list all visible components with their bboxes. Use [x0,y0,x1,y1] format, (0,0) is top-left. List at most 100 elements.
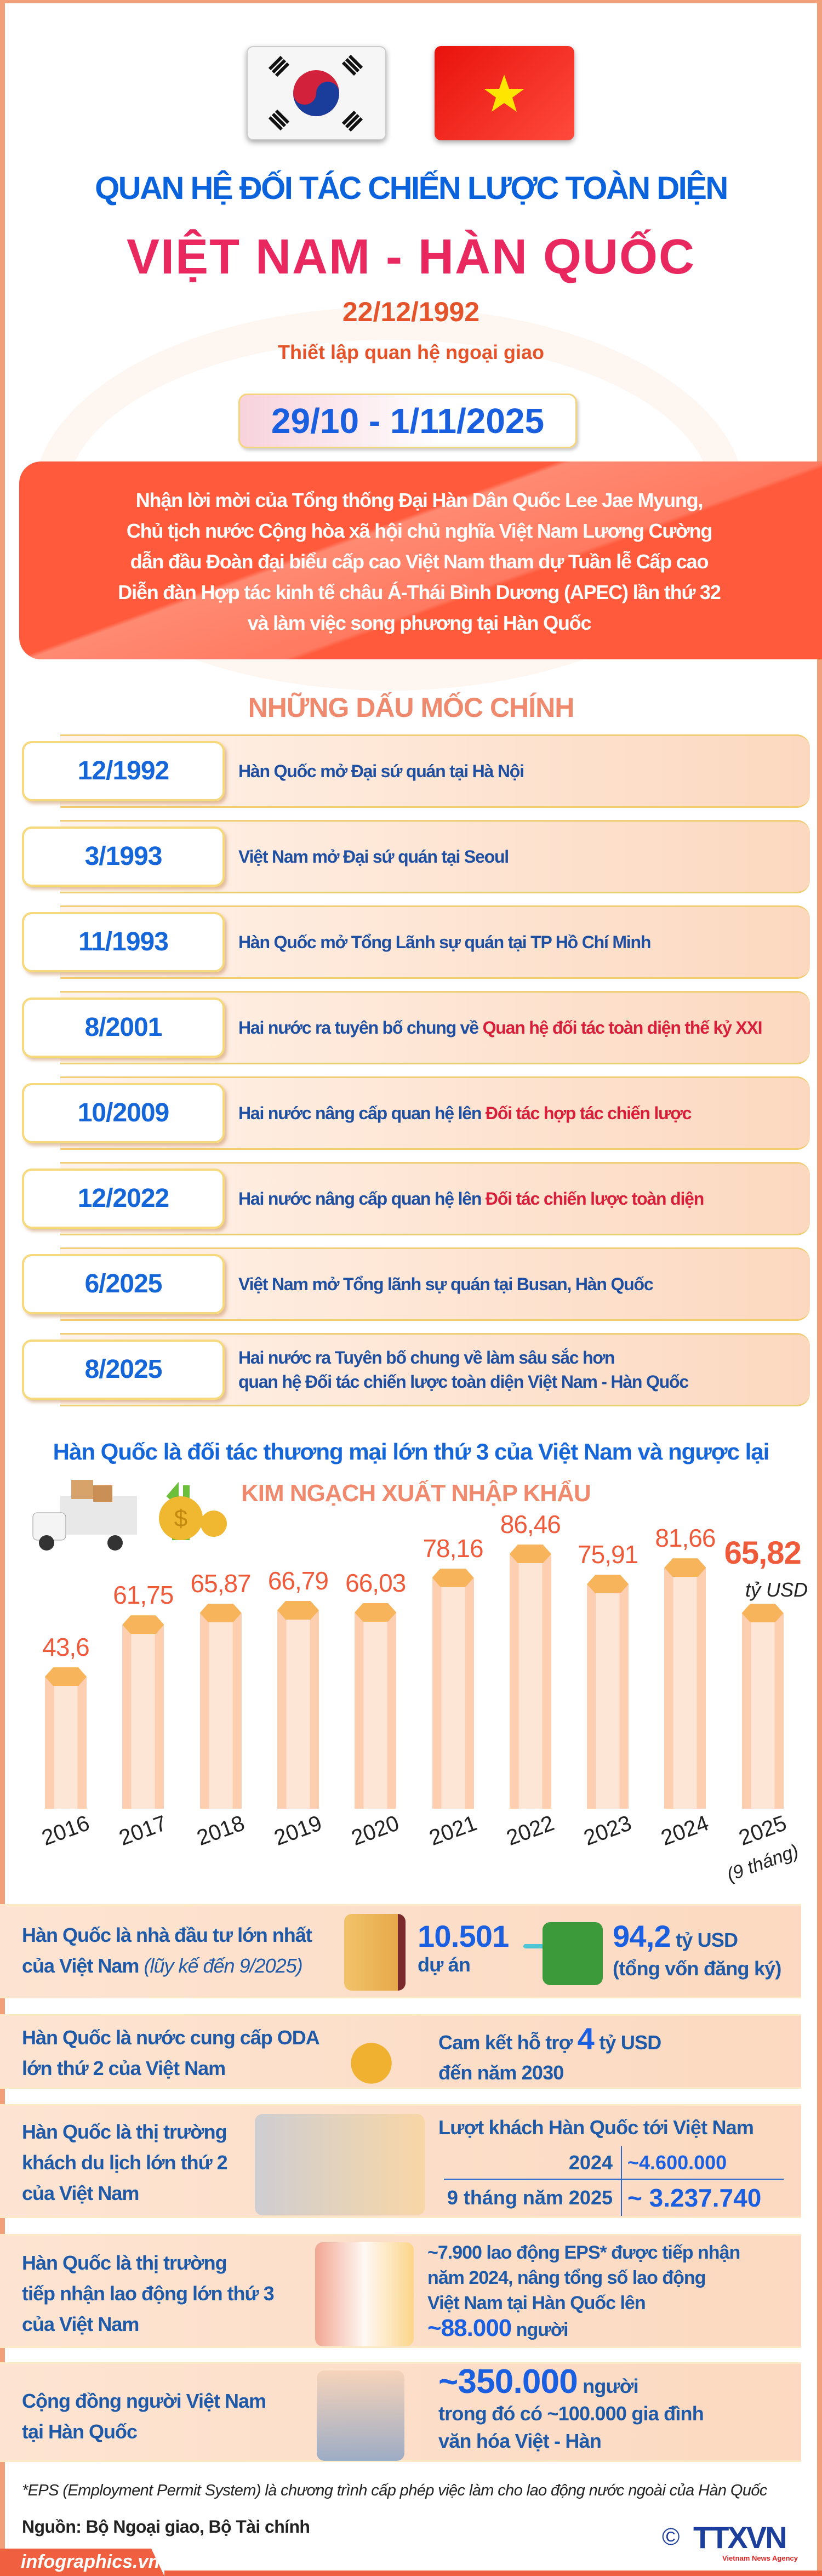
fact-label: Hàn Quốc là thị trường [22,2252,227,2274]
year-label: 2019 [271,1811,326,1850]
milestone-text: Việt Nam mở Tổng lãnh sự quán tại Busan,… [238,1274,654,1294]
trade-headline: Hàn Quốc là đối tác thương mại lớn thứ 3… [53,1439,770,1464]
bar-cap [741,1604,784,1623]
bar [432,1577,474,1809]
vietnam-flag-icon [435,46,574,140]
bar [509,1554,551,1809]
milestone-description: Hàn Quốc mở Đại sứ quán tại Hà Nội [238,734,797,808]
logo-subtitle: Vietnam News Agency [722,2554,798,2562]
bar-cap [122,1615,164,1634]
bar-value-label: 75,91 [578,1540,638,1569]
oda-deadline: đến năm 2030 [438,2061,564,2084]
site-link[interactable]: infographics.vn [0,2549,164,2576]
community-value: ~350.000 [438,2363,578,2401]
milestone-description: Việt Nam mở Đại sứ quán tại Seoul [238,820,797,893]
milestone-date: 8/2001 [22,998,225,1058]
fact-label: của Việt Nam [22,2313,139,2335]
bar [741,1613,784,1809]
bar-cap [199,1603,242,1622]
oda-pre: Cam kết hỗ trợ [438,2031,578,2054]
year-label: 2016 [38,1811,93,1850]
fact-label: tiếp nhận lao động lớn thứ 3 [22,2282,275,2305]
milestone-text: Hàn Quốc mở Đại sứ quán tại Hà Nội [238,761,524,781]
milestone-description: Hàn Quốc mở Tổng Lãnh sự quán tại TP Hồ … [238,905,797,979]
projects-count: 10.501 [418,1919,509,1953]
oda-value: 4 [577,2021,595,2056]
milestone-date: 3/1993 [22,827,225,887]
milestone-date: 6/2025 [22,1254,225,1314]
year-label: 2017 [116,1811,170,1850]
intro-banner [19,461,822,659]
bar [45,1677,87,1809]
milestone-text: Hai nước ra tuyên bố chung về [238,1018,483,1038]
bar [277,1610,319,1809]
money-stack-icon [543,1922,603,1985]
milestone-description: Hai nước ra Tuyên bố chung về làm sâu sắ… [238,1333,797,1406]
established-label: Thiết lập quan hệ ngoại giao [277,341,545,363]
milestone-row: 10/2009 Hai nước nâng cấp quan hệ lên Đối… [22,1076,810,1150]
fact-note: (lũy kế đến 9/2025) [144,1954,302,1977]
year-label: 2022 [503,1811,557,1850]
year-label: 2023 [580,1811,635,1850]
milestone-text: Việt Nam mở Đại sứ quán tại Seoul [238,847,509,867]
folder-icon [344,1914,406,1991]
svg-text:$: $ [174,1505,187,1532]
workers-icon [315,2242,414,2346]
bar-cap [587,1575,629,1594]
frame-left [0,0,5,2576]
chart-unit: tỷ USD [745,1578,808,1601]
fact-label: Hàn Quốc là nhà đầu tư lớn nhất [22,1924,312,1946]
oda-unit: tỷ USD [594,2031,661,2054]
bar-value-label: 65,87 [190,1569,252,1598]
frame-right [817,0,822,2576]
fact-investment: Hàn Quốc là nhà đầu tư lớn nhất của Việt … [0,1904,801,1998]
milestone-row: 11/1993 Hàn Quốc mở Tổng Lãnh sự quán tại… [22,905,810,979]
family-icon [317,2370,404,2461]
coins-illustration-icon: $ [148,1474,230,1551]
tourism-value: ~4.600.000 [627,2151,727,2174]
fact-label: Cộng đồng người Việt Nam [22,2390,266,2412]
visit-dates: 29/10 - 1/11/2025 [238,394,577,448]
fact-tourism: Hàn Quốc là thị trường khách du lịch lớn … [0,2104,801,2218]
fact-label: khách du lịch lớn thứ 2 [22,2151,228,2174]
money-bag-icon [340,2024,403,2084]
milestone-highlight: Đối tác chiến lược toàn diện [485,1189,704,1209]
milestone-text: Hàn Quốc mở Tổng Lãnh sự quán tại TP Hồ … [238,932,651,952]
milestone-date: 10/2009 [22,1083,225,1143]
frame-top [0,0,822,3]
bar [587,1584,629,1809]
community-line: văn hóa Việt - Hàn [438,2430,602,2452]
bar-cap [277,1600,319,1620]
tourism-table: 2024 ~4.600.000 9 tháng năm 2025 ~ 3.237.7… [444,2146,784,2216]
bar-cap [432,1568,474,1587]
copyright: © [662,2523,680,2550]
title-line-1: QUAN HỆ ĐỐI TÁC CHIẾN LƯỢC TOÀN DIỆN [95,170,728,206]
intro-line: và làm việc song phương tại Hàn Quốc [247,612,592,634]
milestone-row: 3/1993 Việt Nam mở Đại sứ quán tại Seoul [22,820,810,893]
fact-label: Hàn Quốc là thị trường [22,2121,227,2143]
year-label: 2024 [658,1811,712,1850]
bar-value-label: 61,75 [113,1581,174,1610]
fact-labor: Hàn Quốc là thị trường tiếp nhận lao động… [0,2234,801,2348]
tourism-period: 2024 [444,2146,622,2179]
bar-cap [509,1545,551,1564]
milestone-description: Hai nước nâng cấp quan hệ lên Đối tác ch… [238,1162,797,1235]
year-label: 2021 [425,1811,480,1850]
bar-value-label: 81,66 [655,1524,716,1553]
truck-illustration-icon [27,1474,142,1557]
bar-value-label: 66,79 [267,1566,329,1595]
bar-value-label: 86,46 [500,1510,561,1539]
intro-line: dẫn đầu Đoàn đại biểu cấp cao Việt Nam t… [130,550,709,573]
milestone-text: Hai nước nâng cấp quan hệ lên [238,1103,486,1123]
milestone-row: 12/2022 Hai nước nâng cấp quan hệ lên Đối… [22,1162,810,1235]
labor-value: ~88.000 [427,2315,512,2341]
tourists-icon [255,2114,425,2215]
community-unit: người [577,2375,638,2397]
milestone-date: 8/2025 [22,1340,225,1400]
milestone-description: Việt Nam mở Tổng lãnh sự quán tại Busan,… [238,1247,797,1321]
milestone-description: Hai nước ra tuyên bố chung về Quan hệ đố… [238,991,797,1064]
milestone-date: 12/1992 [22,741,225,801]
capital-note: (tổng vốn đăng ký) [613,1957,781,1980]
milestone-text: quan hệ Đối tác chiến lược toàn diện Việ… [238,1372,689,1392]
fact-label: tại Hàn Quốc [22,2420,138,2443]
